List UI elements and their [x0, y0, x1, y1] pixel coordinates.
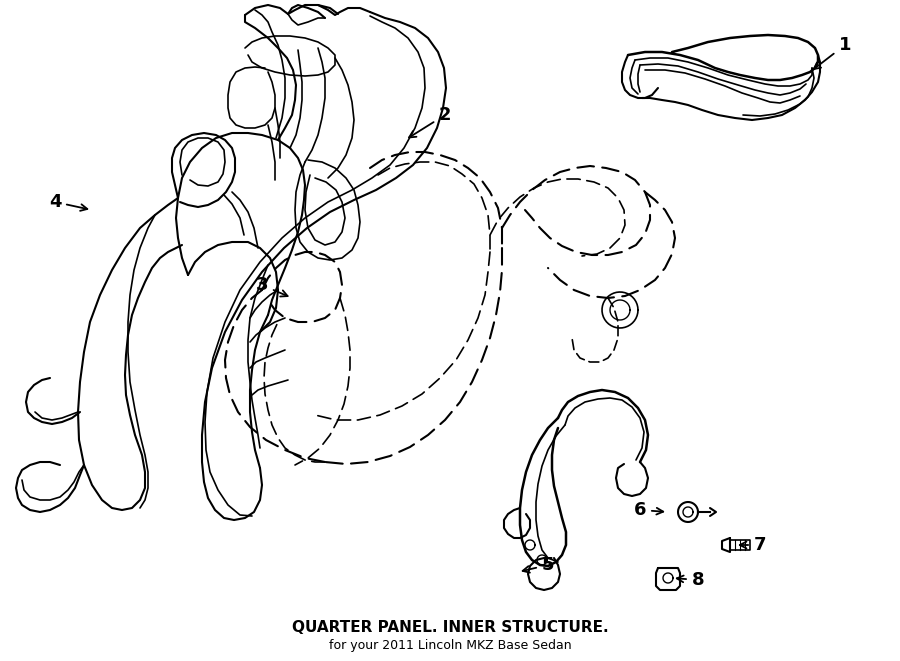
- Text: 3: 3: [256, 276, 288, 297]
- Text: 5: 5: [523, 556, 554, 574]
- Text: 8: 8: [677, 571, 705, 589]
- Text: 4: 4: [49, 193, 87, 211]
- Text: 2: 2: [410, 106, 451, 137]
- Text: 6: 6: [634, 501, 663, 519]
- Text: for your 2011 Lincoln MKZ Base Sedan: for your 2011 Lincoln MKZ Base Sedan: [328, 639, 572, 652]
- Text: 1: 1: [814, 36, 851, 69]
- Text: 7: 7: [740, 536, 766, 554]
- Text: QUARTER PANEL. INNER STRUCTURE.: QUARTER PANEL. INNER STRUCTURE.: [292, 621, 608, 635]
